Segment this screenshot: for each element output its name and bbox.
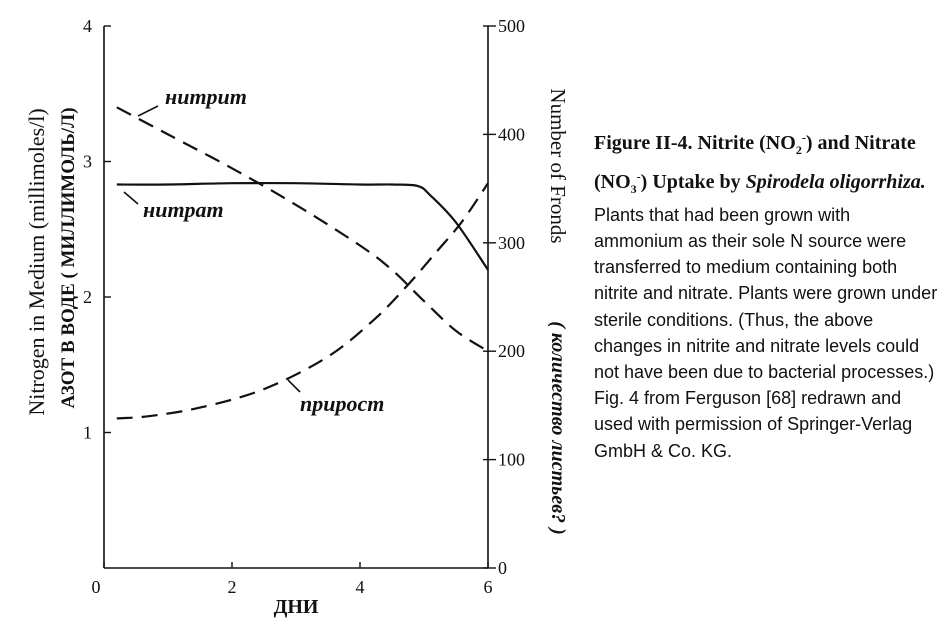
y-left-tick-label: 2 [83, 287, 92, 307]
nitrite-line [116, 106, 489, 353]
y-right-tick-label: 200 [498, 341, 525, 361]
y-axis-title-right-en: Number of Fronds [546, 88, 570, 243]
caption-heading: Figure II-4. Nitrite (NO2-) and Nitrate … [594, 130, 926, 196]
nitrate-line [116, 181, 489, 271]
y-right-tick-label: 500 [498, 16, 525, 36]
x-axis-title: ДНИ [274, 596, 319, 618]
series-label-nitrate: нитрат [143, 197, 224, 222]
x-tick-label: 6 [484, 577, 493, 597]
series-layer [116, 106, 489, 420]
y-right-tick-label: 0 [498, 558, 507, 578]
y-left-tick-label: 1 [83, 423, 92, 443]
y-left-tick-label: 3 [83, 152, 92, 172]
y-axis-title-left-ru: АЗОТ В ВОДЕ ( МИЛЛИМОЛЬ/Л) [58, 107, 79, 408]
figure-caption: Figure II-4. Nitrite (NO2-) and Nitrate … [594, 124, 939, 464]
series-label-growth: прирост [300, 391, 384, 416]
leader-line-nitrate [123, 191, 139, 205]
ticks [103, 25, 496, 569]
growth-line [116, 182, 489, 420]
leader-line-nitrite [137, 105, 159, 117]
caption-body: Plants that had been grown with ammonium… [594, 204, 938, 461]
leader-line-growth [287, 379, 301, 393]
x-tick-label: 2 [228, 577, 237, 597]
y-right-tick-label: 300 [498, 233, 525, 253]
series-label-nitrite: нитрит [165, 84, 247, 109]
y-right-tick-label: 400 [498, 124, 525, 144]
y-left-tick-label: 4 [83, 16, 92, 36]
axes [103, 26, 489, 569]
tick-labels: 0 2 4 6 1 2 3 4 0 100 200 300 400 500 [83, 16, 525, 597]
y-axis-title-right-ru: ( количество листьев? ) [547, 321, 569, 535]
y-right-tick-label: 100 [498, 450, 525, 470]
x-tick-label: 0 [92, 577, 101, 597]
y-axis-title-left-en: Nitrogen in Medium (millimoles/l) [24, 108, 49, 415]
x-tick-label: 4 [356, 577, 365, 597]
